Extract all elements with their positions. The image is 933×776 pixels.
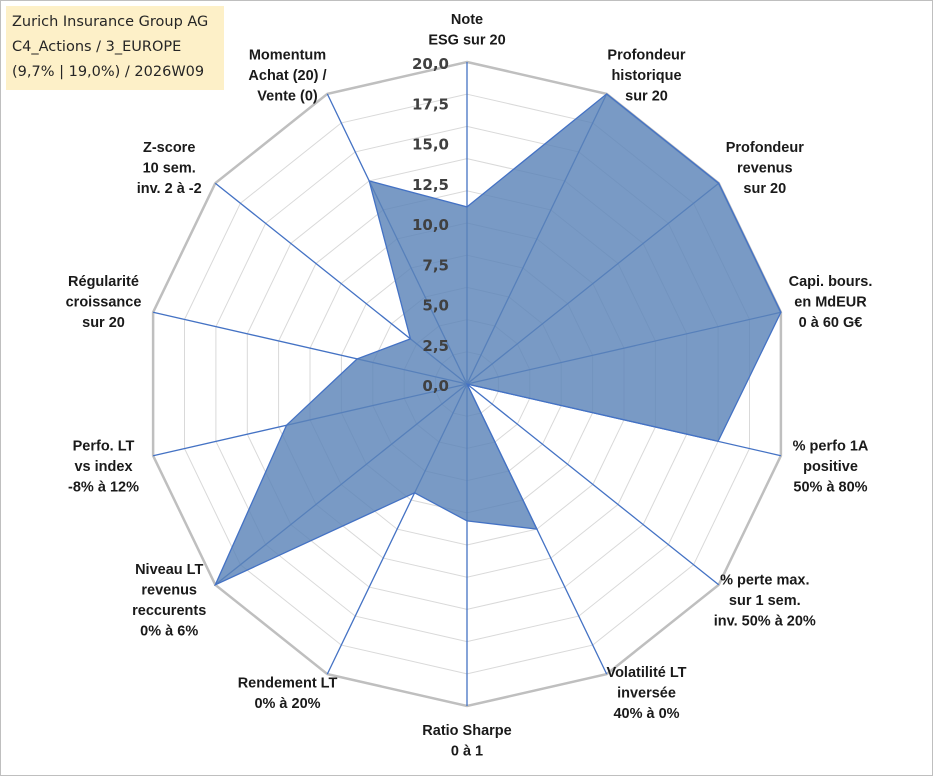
radial-tick-label: 0,0 <box>422 377 449 395</box>
radial-tick-labels: 0,0 2,5 5,0 7,5 10,0 12,5 15,0 17,5 20,0 <box>412 55 449 395</box>
axis-label: Niveau LT revenus reccurents 0% à 6% <box>132 562 206 640</box>
axis-label-line: 0% à 20% <box>254 696 320 712</box>
radial-tick-label: 15,0 <box>412 136 449 154</box>
axis-label-line: revenus <box>737 161 793 177</box>
axis-label-line: Profondeur <box>726 140 804 156</box>
security-info-box: Zurich Insurance Group AG C4_Actions / 3… <box>6 6 224 90</box>
axis-label-line: 0 à 1 <box>451 744 483 760</box>
axis-label: Volatilité LT inversée 40% à 0% <box>606 665 686 722</box>
axis-label: % perte max. sur 1 sem. inv. 50% à 20% <box>714 573 816 630</box>
company-name: Zurich Insurance Group AG <box>12 14 209 30</box>
axis-label-line: reccurents <box>132 603 206 619</box>
axis-label-line: 40% à 0% <box>613 706 679 722</box>
axis-label: Profondeur revenus sur 20 <box>726 140 804 197</box>
axis-label: % perfo 1A positive 50% à 80% <box>793 439 869 496</box>
axis-label-line: revenus <box>141 583 197 599</box>
axis-label: Régularité croissance sur 20 <box>66 274 142 331</box>
axis-label-line: Achat (20) / <box>248 68 326 84</box>
axis-label-line: Momentum <box>249 47 326 63</box>
axis-label: Note ESG sur 20 <box>428 12 505 49</box>
axis-label-line: historique <box>611 68 681 84</box>
axis-label: Momentum Achat (20) / Vente (0) <box>248 47 326 104</box>
axis-label-line: croissance <box>66 294 142 310</box>
axis-labels: Note ESG sur 20 Profondeur historique sur 20… <box>66 12 873 760</box>
radial-tick-label: 2,5 <box>422 337 449 355</box>
axis-label-line: Ratio Sharpe <box>422 723 511 739</box>
axis-label-line: en MdEUR <box>794 294 867 310</box>
radial-tick-label: 5,0 <box>422 297 449 315</box>
axis-label-line: Perfo. LT <box>73 439 135 455</box>
axis-label-line: 0 à 60 G€ <box>799 315 863 331</box>
axis-label-line: Régularité <box>68 274 139 290</box>
axis-label-line: inversée <box>617 686 676 702</box>
axis-label-line: -8% à 12% <box>68 480 139 496</box>
axis-label: Profondeur historique sur 20 <box>607 47 685 104</box>
axis-label-line: 10 sem. <box>143 161 196 177</box>
axis-label-line: 50% à 80% <box>793 480 867 496</box>
axis-label-line: vs index <box>74 459 132 475</box>
series-area <box>214 93 782 587</box>
axis-label-line: Profondeur <box>607 47 685 63</box>
axis-label-line: ESG sur 20 <box>428 33 505 49</box>
axis-label: Ratio Sharpe 0 à 1 <box>422 723 511 760</box>
axis-label-line: inv. 50% à 20% <box>714 614 816 630</box>
axis-label-line: positive <box>803 459 858 475</box>
axis-label: Z-score 10 sem. inv. 2 à -2 <box>137 140 202 197</box>
axis-label-line: Niveau LT <box>135 562 203 578</box>
axis-label-line: 0% à 6% <box>140 624 198 640</box>
axis-label-line: sur 20 <box>625 88 668 104</box>
axis-label-line: sur 20 <box>82 315 125 331</box>
radar-area <box>214 93 782 587</box>
axis-label-line: Capi. bours. <box>789 274 873 290</box>
radial-tick-label: 20,0 <box>412 55 449 73</box>
axis-spoke <box>466 383 720 586</box>
axis-label-line: Note <box>451 12 483 28</box>
axis-label-line: Z-score <box>143 140 195 156</box>
axis-label-line: % perte max. <box>720 573 809 589</box>
axis-label-line: % perfo 1A <box>793 439 869 455</box>
period-label: (9,7% | 19,0%) / 2026W09 <box>12 64 205 80</box>
axis-label: Perfo. LT vs index -8% à 12% <box>68 439 139 496</box>
axis-label-line: inv. 2 à -2 <box>137 181 202 197</box>
axis-label: Rendement LT 0% à 20% <box>238 675 338 712</box>
axis-label-line: sur 20 <box>743 181 786 197</box>
axis-label-line: Rendement LT <box>238 675 338 691</box>
axis-label: Capi. bours. en MdEUR 0 à 60 G€ <box>789 274 873 331</box>
axis-label-line: sur 1 sem. <box>729 593 801 609</box>
category-label: C4_Actions / 3_EUROPE <box>12 39 182 55</box>
axis-label-line: Vente (0) <box>257 88 318 104</box>
axis-label-line: Volatilité LT <box>606 665 686 681</box>
radial-tick-label: 12,5 <box>412 176 449 194</box>
radial-tick-label: 17,5 <box>412 95 449 113</box>
radial-tick-label: 7,5 <box>422 256 449 274</box>
radial-tick-label: 10,0 <box>412 216 449 234</box>
